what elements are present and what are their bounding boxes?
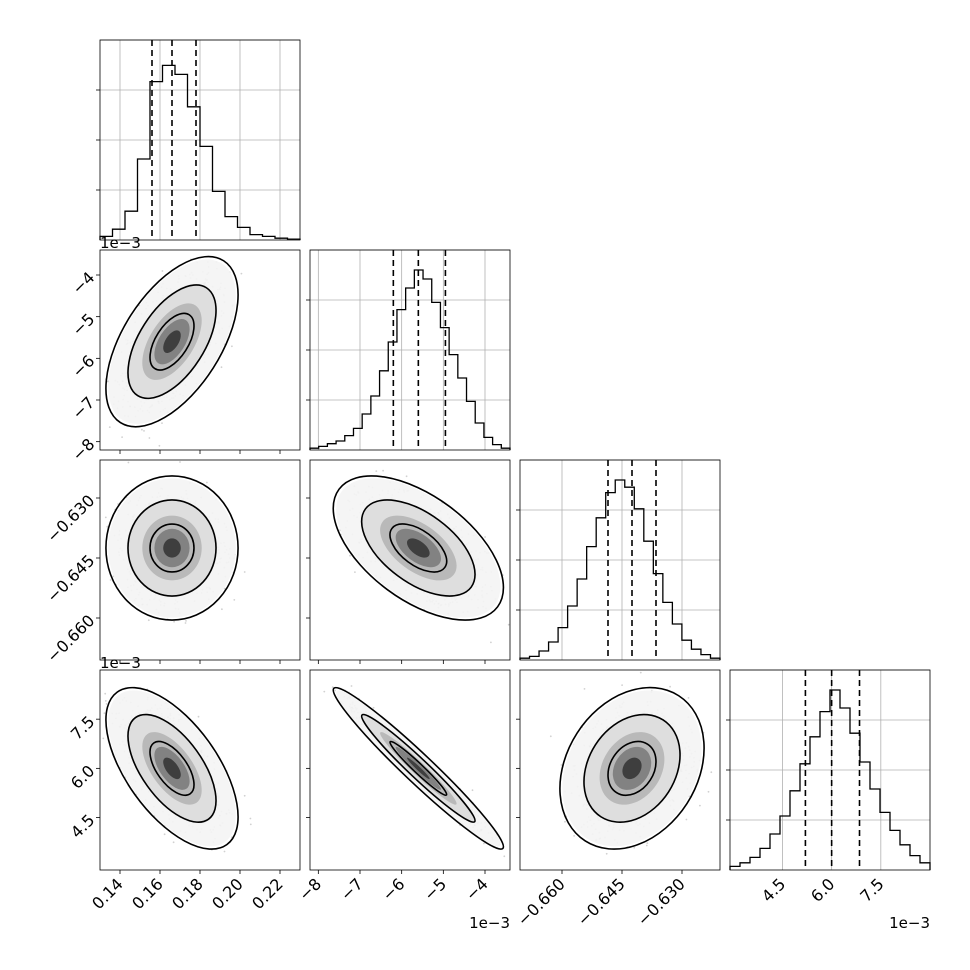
sample-point — [127, 461, 130, 464]
sample-point — [249, 817, 252, 820]
sample-point — [147, 619, 150, 622]
sample-point — [163, 833, 166, 836]
histogram-panel-2 — [516, 459, 721, 661]
histogram-step — [729, 689, 931, 870]
scatter-panel-3-0 — [96, 669, 301, 874]
histogram-step — [519, 479, 721, 660]
histogram-panel-3 — [726, 669, 931, 871]
contour-level-0 — [149, 523, 195, 573]
histogram-step — [99, 64, 301, 240]
sample-point — [354, 571, 356, 573]
sample-point — [243, 571, 246, 573]
sample-point — [539, 622, 541, 624]
sample-point — [484, 536, 486, 538]
sample-point — [108, 426, 111, 428]
sample-point — [161, 422, 163, 424]
contour-level-2 — [332, 475, 505, 621]
sample-point — [197, 715, 200, 718]
histogram-step — [309, 269, 511, 450]
panel-frame — [309, 459, 511, 661]
sample-point — [349, 554, 351, 557]
contour-level-1 — [127, 284, 217, 400]
sample-point — [143, 430, 145, 432]
scatter-panel-2-1 — [306, 459, 541, 664]
sample-point — [382, 469, 384, 472]
sample-point — [104, 700, 107, 702]
density-shade-4 — [163, 538, 181, 558]
contour-level-1 — [127, 499, 217, 597]
sample-point — [173, 620, 176, 623]
sample-point — [223, 587, 226, 590]
sample-point — [172, 841, 175, 844]
sample-point — [141, 428, 143, 431]
scatter-panel-2-0 — [96, 459, 301, 664]
sample-point — [104, 516, 107, 519]
contour-level-2 — [105, 255, 239, 428]
sample-point — [231, 345, 233, 348]
sample-point — [179, 461, 181, 463]
sample-point — [109, 579, 112, 581]
contour-level-0 — [149, 312, 195, 371]
histogram-panel-0 — [96, 39, 301, 241]
sample-point — [121, 436, 123, 438]
sample-point — [507, 623, 510, 626]
sample-point — [161, 270, 164, 272]
scatter-panel-1-0 — [96, 249, 301, 454]
sample-point — [405, 475, 408, 478]
contour-level-1 — [360, 499, 476, 597]
sample-point — [184, 622, 187, 624]
sample-point — [185, 620, 187, 622]
sample-point — [490, 641, 492, 644]
sample-point — [221, 608, 223, 611]
sample-point — [158, 444, 161, 447]
density-shade-4 — [407, 538, 430, 558]
contour-level-0 — [389, 523, 448, 573]
sample-point — [105, 703, 108, 705]
sample-point — [375, 470, 378, 472]
contour-level-2 — [105, 475, 239, 621]
sample-point — [148, 437, 151, 439]
histogram-panel-1 — [306, 249, 511, 451]
density-shade-4 — [163, 330, 181, 353]
sample-point — [233, 599, 236, 601]
sample-point — [220, 366, 223, 369]
sample-point — [206, 481, 208, 484]
sample-point — [240, 272, 243, 275]
